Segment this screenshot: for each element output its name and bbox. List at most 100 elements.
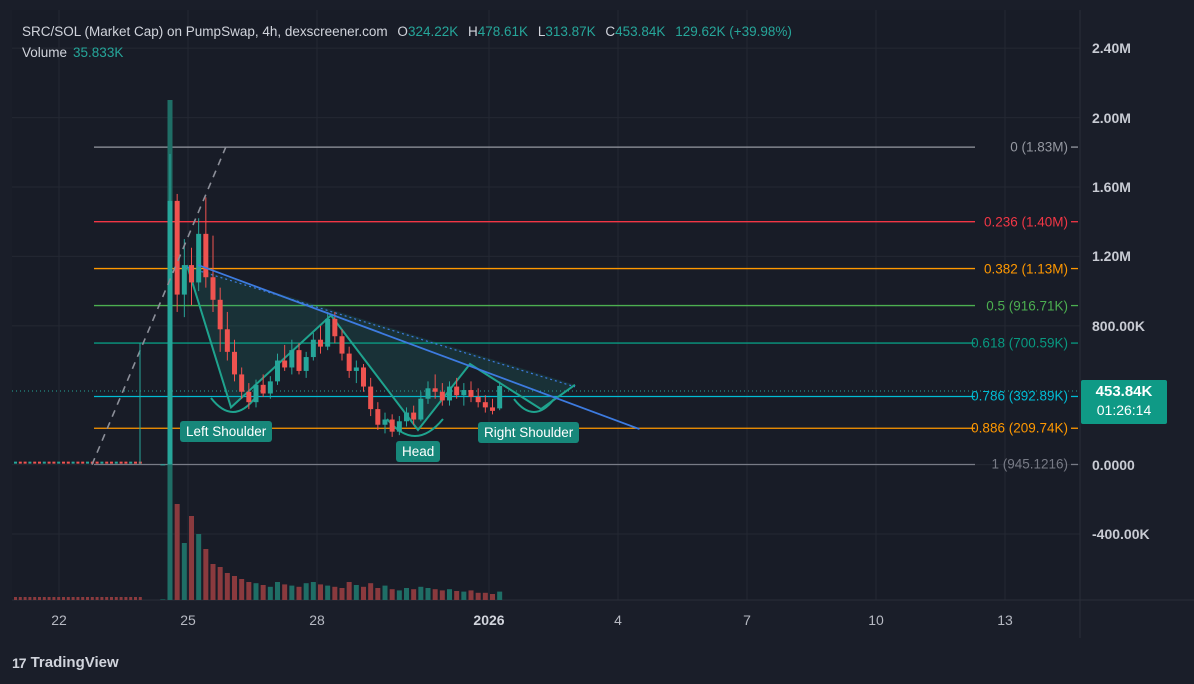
descending-trendline: [197, 264, 640, 430]
volume-bar: [396, 590, 402, 600]
volume-bar: [296, 586, 302, 600]
volume-bar: [90, 597, 94, 600]
candle-body: [368, 386, 374, 410]
candle-body: [105, 461, 109, 464]
volume-bar: [253, 583, 259, 600]
last-price: 453.84K: [1095, 383, 1153, 400]
volume-bar: [332, 586, 338, 600]
volume-bar: [475, 592, 481, 600]
volume-bar: [210, 564, 216, 600]
x-tick-label: 2026: [473, 612, 505, 628]
candle-body: [289, 350, 295, 368]
open-label: O: [397, 24, 408, 39]
volume-bar: [110, 597, 113, 600]
candle-body: [224, 329, 230, 352]
volume-bar: [47, 597, 51, 600]
volume-bar: [497, 591, 503, 600]
candle-body: [468, 390, 474, 397]
volume-value: 35.833K: [73, 45, 124, 60]
candle-body: [303, 357, 309, 371]
change-value: 129.62K (+39.98%): [675, 24, 792, 39]
candle-body: [42, 461, 46, 464]
volume-bar: [196, 534, 202, 600]
volume-bar: [289, 585, 295, 600]
fib-level-label: 0.786 (392.89K): [971, 388, 1068, 404]
brand-name: TradingView: [30, 654, 119, 671]
volume-bar: [325, 585, 331, 600]
volume-bar: [432, 589, 438, 600]
candle-body: [475, 396, 481, 403]
candle-body: [318, 339, 323, 347]
candle-body: [181, 265, 187, 295]
volume-bar: [217, 567, 223, 600]
volume-bar: [105, 597, 109, 600]
volume-bar: [468, 590, 474, 600]
y-tick-label: 2.40M: [1092, 40, 1131, 57]
y-tick-label: 0.0000: [1092, 456, 1135, 473]
volume-bar: [28, 597, 32, 600]
candle-body: [124, 461, 128, 464]
volume-bar: [346, 582, 352, 600]
candle-body: [114, 461, 118, 464]
volume-bar: [38, 597, 41, 600]
left-shoulder-label: Left Shoulder: [180, 421, 273, 442]
candle-body: [353, 367, 359, 371]
volume-bar: [260, 585, 266, 600]
volume-bar: [418, 586, 424, 600]
tradingview-logo[interactable]: 17 TradingView: [12, 654, 119, 671]
candle-body: [119, 461, 123, 464]
pattern-outline: [186, 264, 576, 432]
candle-body: [411, 412, 417, 420]
candle-body: [81, 461, 85, 464]
candle-body: [18, 461, 22, 464]
volume-label: Volume: [22, 45, 68, 60]
volume-bar: [275, 582, 280, 600]
candle-body: [95, 461, 99, 464]
close-label: C: [605, 24, 616, 39]
candle-body: [389, 419, 395, 432]
volume-bar: [189, 516, 194, 600]
candle-body: [404, 412, 409, 422]
candle-body: [439, 391, 445, 401]
volume-bar: [124, 597, 128, 600]
last-price-badge: 453.84K 01:26:14: [1081, 380, 1167, 424]
candle-body: [28, 461, 32, 464]
volume-bar: [411, 589, 417, 600]
volume-bar: [174, 504, 180, 600]
volume-bar: [425, 588, 431, 600]
candle-body: [129, 461, 133, 464]
x-tick-label: 10: [868, 612, 884, 628]
candle-body: [454, 386, 460, 396]
volume-bar: [76, 597, 80, 600]
open-value: 324.22K: [407, 24, 459, 39]
volume-bar: [490, 594, 495, 600]
candle-body: [23, 461, 27, 464]
candlestick-series: [14, 154, 503, 466]
volume-bar: [181, 543, 187, 600]
volume-bar: [224, 573, 230, 600]
candle-body: [339, 336, 345, 354]
volume-bar: [404, 588, 409, 600]
volume-bar: [86, 597, 89, 600]
candle-body: [203, 233, 209, 278]
volume-bar: [71, 597, 75, 600]
volume-bar: [389, 589, 395, 600]
fib-level-label: 0.618 (700.59K): [971, 335, 1068, 351]
candle-body: [47, 461, 51, 464]
candle-body: [461, 390, 467, 396]
low-label: L: [537, 24, 546, 39]
volume-bar: [454, 591, 460, 600]
y-tick-label: 2.00M: [1092, 109, 1131, 126]
volume-bar: [203, 549, 209, 600]
candle-body: [375, 409, 381, 425]
volume-bar: [114, 597, 118, 600]
pattern-arc: [513, 398, 555, 413]
x-tick-label: 4: [614, 612, 622, 628]
candle-body: [382, 419, 388, 425]
candle-body: [432, 388, 438, 392]
candle-body: [189, 265, 194, 283]
candle-body: [346, 353, 352, 371]
volume-bar: [353, 585, 359, 600]
volume-bar: [134, 597, 137, 600]
